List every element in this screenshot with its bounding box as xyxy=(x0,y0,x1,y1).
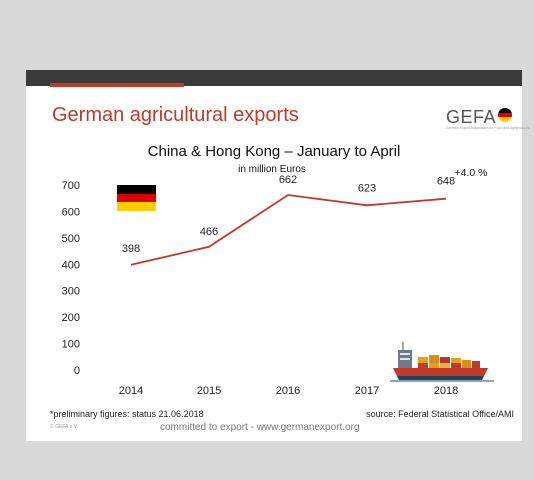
tagline: committed to export - www.germanexport.o… xyxy=(160,422,360,433)
data-label: 466 xyxy=(200,226,218,238)
container-ship-icon xyxy=(390,342,494,382)
logo-subtext: German Export Association for Food and A… xyxy=(446,126,530,130)
y-tick-label: 100 xyxy=(62,339,80,351)
y-tick-label: 700 xyxy=(62,180,80,192)
slide-top-accent xyxy=(50,83,184,87)
x-tick-label: 2015 xyxy=(197,385,221,397)
y-tick-label: 400 xyxy=(62,259,80,271)
y-tick-label: 600 xyxy=(62,206,80,218)
data-label: 648 xyxy=(437,176,455,188)
slide-title: German agricultural exports xyxy=(52,104,299,126)
y-tick-label: 500 xyxy=(62,233,80,245)
data-label: 398 xyxy=(122,243,140,255)
x-tick-label: 2016 xyxy=(276,385,300,397)
y-tick-label: 0 xyxy=(74,365,80,377)
y-tick-label: 300 xyxy=(62,286,80,298)
data-label: 623 xyxy=(358,182,376,194)
x-tick-label: 2018 xyxy=(434,385,458,397)
change-annotation: +4.0 % xyxy=(455,167,488,179)
logo-globe-icon xyxy=(498,108,512,122)
data-label: 662 xyxy=(279,174,297,186)
gefa-logo: GEFA German Export Association for Food … xyxy=(446,104,530,132)
slide: German agricultural exports GEFA German … xyxy=(26,70,530,441)
x-tick-label: 2017 xyxy=(355,385,379,397)
slide-top-bar xyxy=(26,70,522,86)
germany-flag-icon xyxy=(117,185,156,211)
chart-title: China & Hong Kong – January to April xyxy=(148,143,401,160)
copyright: © GEFA e.V. xyxy=(50,424,78,430)
logo-text: GEFA xyxy=(446,107,497,127)
series-line xyxy=(130,194,447,266)
footnote-preliminary: *preliminary figures: status 21.06.2018 xyxy=(50,409,204,419)
x-tick-label: 2014 xyxy=(119,385,143,397)
chart-subtitle: in million Euros xyxy=(238,164,306,175)
y-tick-label: 200 xyxy=(62,312,80,324)
chart: China & Hong Kong – January to April in … xyxy=(62,143,494,397)
footnote-source: source: Federal Statistical Office/AMI xyxy=(366,409,514,419)
